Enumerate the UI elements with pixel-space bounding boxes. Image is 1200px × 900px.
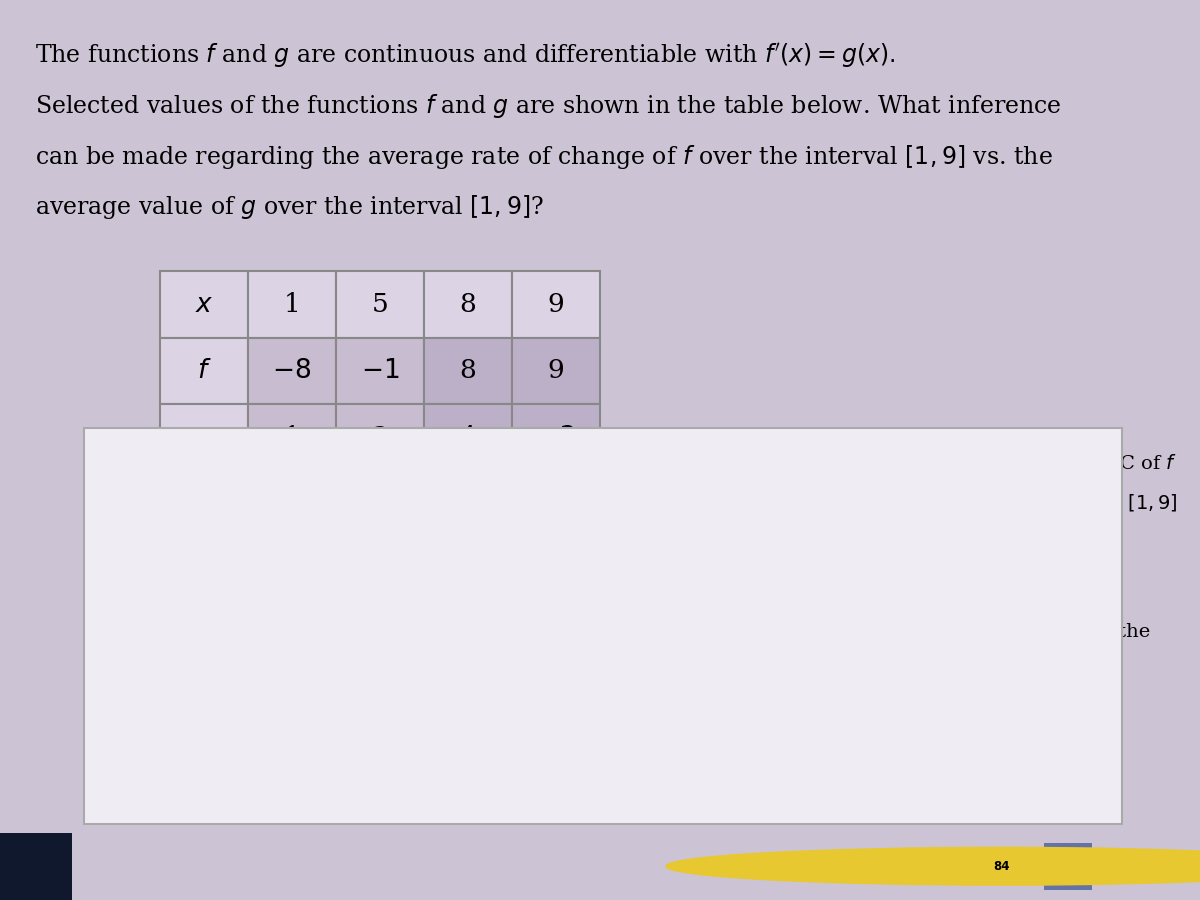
Text: to the average value of $g$ on the: to the average value of $g$ on the [188,517,504,538]
Text: average value of $g$ over the interval $[1, 9]$?: average value of $g$ over the interval $… [35,194,544,221]
Bar [160,404,248,470]
Text: Selected values of the functions $f$ and $g$ are shown in the table below. What : Selected values of the functions $f$ and… [35,92,1062,120]
Bar [248,272,336,338]
Bar [512,272,600,338]
Circle shape [637,514,683,531]
Circle shape [637,656,683,674]
Text: the average value of $g$ on: the average value of $g$ on [241,659,500,681]
Text: 9: 9 [547,358,564,383]
Bar [1044,842,1092,890]
Text: average value of $g$ on the interval $[1, 9]$.: average value of $g$ on the interval $[1… [707,658,1103,681]
Bar [512,338,600,404]
Bar [336,338,424,404]
Text: less: less [452,624,494,642]
Text: 8: 8 [460,292,476,317]
Text: 4: 4 [460,425,476,449]
Text: $g$: $g$ [196,425,212,449]
Text: $-2$: $-2$ [536,425,575,449]
FancyBboxPatch shape [162,752,354,802]
Text: The functions $f$ and $g$ are continuous and differentiable with $f'(x) = g(x).$: The functions $f$ and $g$ are continuous… [35,41,895,70]
Text: the: the [1111,624,1150,642]
Text: can be made regarding the average rate of change of $f$ over the interval $[1, 9: can be made regarding the average rate o… [35,142,1052,171]
Bar [0,832,72,900]
Circle shape [666,848,1200,886]
Text: $x$: $x$ [194,292,214,317]
Text: 8: 8 [460,358,476,383]
Text: The relationship between the average ROC of $f$: The relationship between the average ROC… [707,452,1177,475]
Circle shape [119,514,164,531]
Circle shape [119,656,164,674]
Bar [160,338,248,404]
Text: greater than: greater than [972,624,1109,642]
Bar [424,272,512,338]
Text: the interval $[1, 9]$.: the interval $[1, 9]$. [188,699,365,721]
Bar [424,338,512,404]
Text: 1: 1 [283,292,300,317]
Bar [336,272,424,338]
Text: and the average value of $g$ on the interval $[1, 9]$: and the average value of $g$ on the inte… [707,491,1177,515]
Bar [248,404,336,470]
Text: cannot be determined.: cannot be determined. [707,536,953,554]
Text: Submit Answer: Submit Answer [197,770,318,784]
Bar [424,404,512,470]
Text: 9: 9 [547,292,564,317]
Bar [248,338,336,404]
Text: The average ROC of $f$ is: The average ROC of $f$ is [707,618,943,642]
Text: The average ROC of $f$ is: The average ROC of $f$ is [188,618,425,642]
Text: $-1$: $-1$ [361,358,400,383]
Bar [160,272,248,338]
Text: equal: equal [452,481,512,499]
Text: $-8$: $-8$ [272,358,312,383]
Bar [512,404,600,470]
Text: The average ROC of $f$ is: The average ROC of $f$ is [188,476,425,499]
Bar [336,404,424,470]
Text: interval $[1, 9]$.: interval $[1, 9]$. [188,557,326,578]
Text: $f$: $f$ [197,358,211,383]
Text: 84: 84 [994,860,1010,873]
Text: 3: 3 [372,425,389,449]
Text: 1: 1 [283,425,300,449]
Text: than: than [188,663,238,681]
Text: 5: 5 [372,292,389,317]
